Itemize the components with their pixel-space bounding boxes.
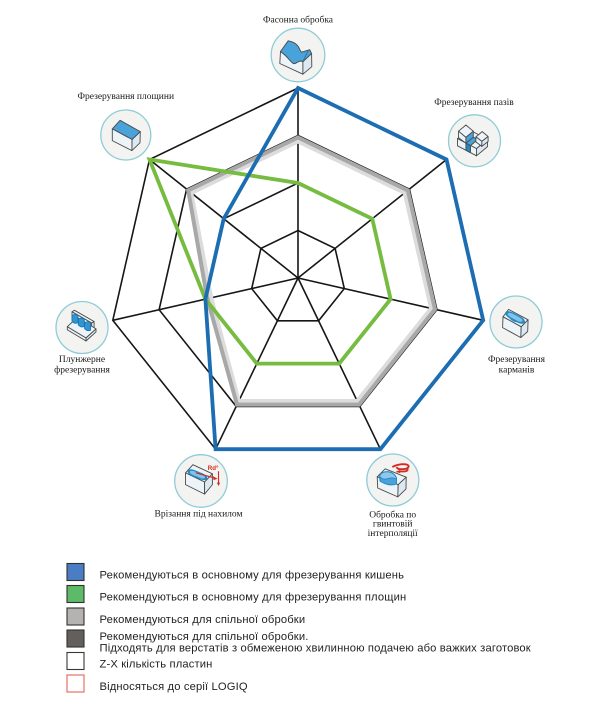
svg-text:Врізання під нахилом: Врізання під нахилом — [155, 509, 243, 519]
svg-text:Рекомендуються для спільної об: Рекомендуються для спільної обробки — [100, 614, 306, 626]
svg-text:Фрезерування пазів: Фрезерування пазів — [434, 98, 514, 108]
svg-text:Обробка по: Обробка по — [369, 509, 416, 520]
svg-text:Рекомендуються в основному для: Рекомендуються в основному для фрезерува… — [100, 592, 407, 604]
svg-text:Рекомендуються в основному для: Рекомендуються в основному для фрезерува… — [100, 570, 405, 582]
svg-text:Rd°: Rd° — [208, 465, 219, 472]
svg-text:Z-X кількість пластин: Z-X кількість пластин — [100, 659, 213, 671]
svg-text:Плунжерне: Плунжерне — [59, 355, 105, 365]
svg-text:Рекомендуються для спільної об: Рекомендуються для спільної обробки. — [100, 631, 309, 643]
svg-text:Відносяться до серії LOGIQ: Відносяться до серії LOGIQ — [100, 681, 248, 693]
svg-text:фрезерування: фрезерування — [54, 364, 110, 375]
svg-text:інтерполяції: інтерполяції — [368, 529, 418, 539]
svg-text:Фасонна обробка: Фасонна обробка — [263, 14, 334, 25]
svg-text:карманів: карманів — [499, 366, 535, 376]
svg-text:Фрезерування: Фрезерування — [488, 355, 546, 365]
svg-text:гвинтовій: гвинтовій — [373, 519, 413, 530]
svg-text:Фрезерування площини: Фрезерування площини — [78, 92, 175, 102]
svg-text:Підходять для верстатів з обме: Підходять для верстатів з обмеженою хвил… — [100, 643, 531, 655]
